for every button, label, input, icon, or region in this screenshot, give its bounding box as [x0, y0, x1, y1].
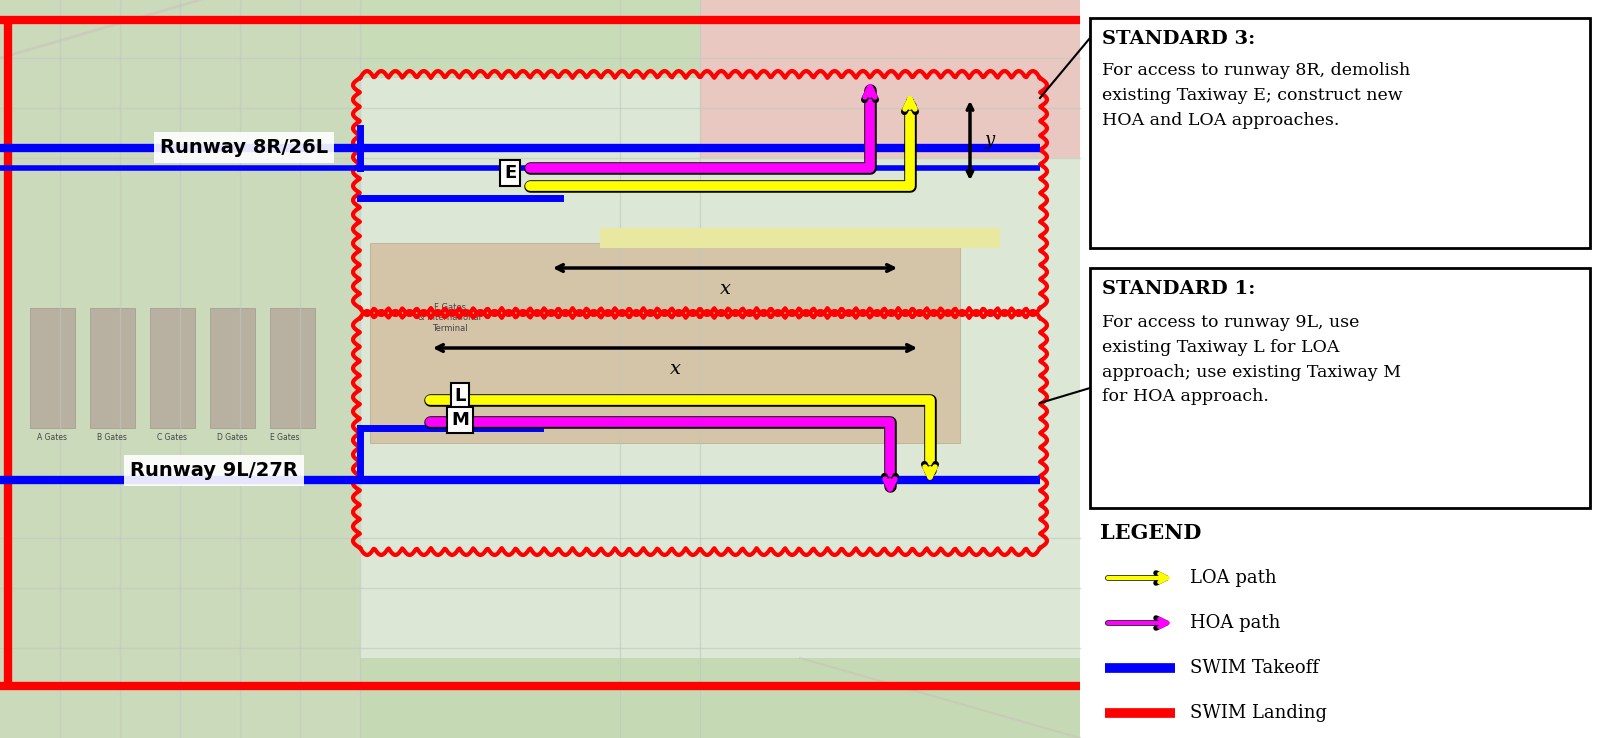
Text: F Gates
& International
Terminal: F Gates & International Terminal: [419, 303, 482, 333]
Bar: [270, 308, 315, 428]
Text: LOA path: LOA path: [1190, 569, 1277, 587]
Text: STANDARD 3:: STANDARD 3:: [1102, 30, 1256, 48]
Text: x: x: [720, 280, 731, 298]
Text: x: x: [669, 360, 680, 378]
Text: E: E: [504, 164, 517, 182]
Bar: [1090, 18, 1590, 248]
Text: M: M: [451, 411, 469, 429]
Text: STANDARD 1:: STANDARD 1:: [1102, 280, 1256, 298]
Bar: [0, 0, 360, 738]
Text: LEGEND: LEGEND: [1101, 523, 1202, 543]
Text: L: L: [454, 387, 466, 405]
Text: Runway 9L/27R: Runway 9L/27R: [130, 461, 298, 480]
Text: For access to runway 8R, demolish
existing Taxiway E; construct new
HOA and LOA : For access to runway 8R, demolish existi…: [1102, 62, 1410, 128]
Text: A Gates: A Gates: [37, 433, 67, 442]
Text: y: y: [986, 131, 995, 149]
Bar: [1085, 0, 1600, 738]
Bar: [0, 0, 1080, 78]
Bar: [0, 658, 1080, 738]
Bar: [30, 308, 75, 428]
Bar: [150, 308, 195, 428]
Text: For access to runway 9L, use
existing Taxiway L for LOA
approach; use existing T: For access to runway 9L, use existing Ta…: [1102, 314, 1402, 405]
Bar: [370, 243, 960, 443]
Bar: [90, 308, 134, 428]
Text: D Gates: D Gates: [216, 433, 248, 442]
Text: Runway 8R/26L: Runway 8R/26L: [160, 138, 328, 157]
Bar: [210, 308, 254, 428]
Bar: [1090, 268, 1590, 508]
Text: HOA path: HOA path: [1190, 614, 1280, 632]
Text: C Gates: C Gates: [157, 433, 187, 442]
Text: B Gates: B Gates: [98, 433, 126, 442]
Bar: [600, 228, 1000, 248]
Bar: [701, 0, 1080, 158]
Text: E Gates: E Gates: [270, 433, 299, 442]
Text: SWIM Landing: SWIM Landing: [1190, 704, 1326, 722]
Text: SWIM Takeoff: SWIM Takeoff: [1190, 659, 1318, 677]
Bar: [0, 0, 1080, 738]
